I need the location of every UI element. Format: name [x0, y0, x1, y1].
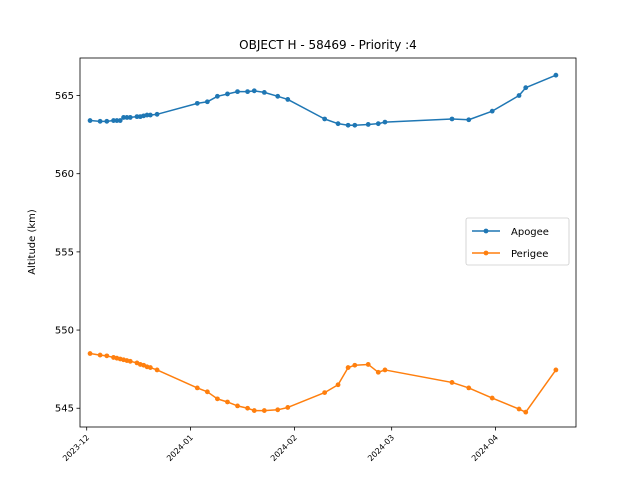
- data-point-perigee: [97, 352, 103, 358]
- y-tick-label: 560: [55, 169, 74, 180]
- series-layer: [87, 72, 559, 415]
- data-point-apogee: [121, 115, 126, 120]
- data-point-perigee: [382, 367, 388, 373]
- data-point-perigee: [345, 365, 351, 370]
- data-point-apogee: [251, 88, 257, 94]
- data-point-perigee: [215, 396, 220, 402]
- legend-label-perigee: Perigee: [511, 249, 548, 260]
- series-line-perigee: [89, 352, 557, 413]
- data-point-apogee: [449, 116, 455, 122]
- data-point-apogee: [235, 89, 240, 95]
- data-point-perigee: [352, 362, 358, 368]
- data-point-perigee: [365, 362, 371, 367]
- data-point-perigee: [322, 390, 328, 396]
- data-point-perigee: [194, 385, 200, 391]
- data-point-apogee: [154, 111, 160, 117]
- data-point-perigee: [375, 369, 381, 375]
- data-point-apogee: [194, 100, 200, 106]
- data-point-perigee: [127, 358, 133, 364]
- data-point-apogee: [322, 116, 328, 122]
- data-point-apogee: [489, 108, 495, 114]
- data-point-apogee: [335, 121, 341, 127]
- x-tick-label: 2024-02: [269, 433, 299, 463]
- chart-title: OBJECT H - 58469 - Priority :4: [239, 38, 417, 52]
- y-tick-label: 555: [55, 247, 74, 258]
- data-point-apogee: [215, 93, 220, 99]
- data-point-apogee: [204, 99, 210, 105]
- y-tick-label: 565: [55, 91, 74, 102]
- data-point-perigee: [225, 399, 230, 405]
- data-point-apogee: [375, 121, 381, 127]
- legend: Apogee Perigee: [465, 217, 570, 266]
- data-point-perigee: [251, 408, 257, 413]
- x-tick-label: 2024-04: [470, 433, 500, 463]
- data-point-apogee: [516, 93, 522, 98]
- plot-frame: [79, 57, 577, 428]
- data-point-apogee: [114, 118, 120, 123]
- y-tick-label: 550: [55, 326, 74, 337]
- x-tick-label: 2023-12: [61, 433, 91, 463]
- data-point-apogee: [225, 91, 230, 97]
- data-point-apogee: [134, 114, 140, 120]
- data-point-perigee: [466, 385, 472, 391]
- x-axis: 2023-12 2024-01 2024-02 2024-03 2024-04: [61, 427, 500, 463]
- y-axis: 545 550 555 560 565: [55, 91, 80, 415]
- data-point-perigee: [261, 408, 267, 413]
- data-point-perigee: [204, 389, 210, 395]
- data-point-perigee: [235, 403, 240, 409]
- data-point-apogee: [127, 115, 133, 120]
- data-point-perigee: [275, 407, 281, 413]
- data-point-perigee: [104, 353, 110, 359]
- data-point-apogee: [553, 72, 559, 78]
- data-point-apogee: [245, 89, 250, 95]
- y-axis-label: Altitude (km): [27, 209, 38, 275]
- x-tick-label: 2024-01: [165, 433, 195, 463]
- data-point-apogee: [111, 118, 116, 123]
- data-point-apogee: [147, 112, 153, 118]
- data-point-apogee: [144, 112, 150, 118]
- y-tick-label: 545: [55, 404, 74, 415]
- data-point-apogee: [523, 85, 529, 91]
- data-point-apogee: [117, 118, 123, 123]
- data-point-apogee: [124, 115, 130, 120]
- data-point-apogee: [104, 118, 110, 124]
- data-point-perigee: [285, 405, 291, 410]
- data-point-apogee: [466, 117, 472, 123]
- data-point-apogee: [261, 89, 267, 95]
- legend-label-apogee: Apogee: [511, 227, 549, 238]
- data-point-apogee: [87, 118, 93, 123]
- data-point-apogee: [352, 122, 358, 128]
- legend-marker-apogee: [483, 228, 489, 234]
- data-point-perigee: [87, 351, 93, 356]
- data-point-perigee: [335, 382, 341, 388]
- x-tick-label: 2024-03: [366, 433, 396, 463]
- data-point-perigee: [489, 395, 495, 401]
- data-point-apogee: [275, 93, 281, 99]
- data-point-perigee: [245, 405, 250, 411]
- legend-marker-perigee: [483, 250, 489, 256]
- data-point-apogee: [97, 118, 103, 124]
- data-point-perigee: [154, 367, 160, 373]
- data-point-apogee: [345, 122, 351, 128]
- data-point-apogee: [365, 122, 371, 127]
- data-point-apogee: [285, 97, 291, 102]
- data-point-perigee: [516, 406, 522, 412]
- data-point-perigee: [523, 409, 529, 415]
- data-point-perigee: [449, 380, 455, 385]
- data-point-perigee: [553, 367, 559, 373]
- data-point-apogee: [382, 119, 388, 125]
- data-point-perigee: [147, 365, 153, 370]
